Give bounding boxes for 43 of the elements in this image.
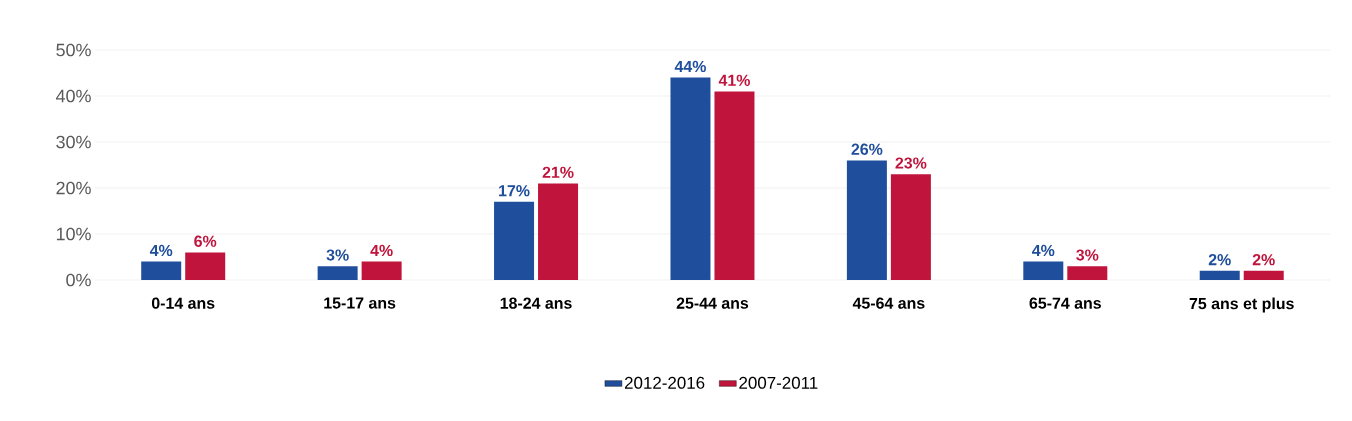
- bar: [1199, 270, 1240, 280]
- bar: [1243, 270, 1284, 280]
- data-label: 2%: [1208, 254, 1231, 266]
- data-label: 21%: [542, 166, 574, 178]
- y-tick-label: 10%: [56, 227, 91, 241]
- y-tick-label: 0%: [66, 273, 91, 287]
- legend-label: 2012-2016: [624, 376, 705, 389]
- bar: [185, 252, 226, 280]
- data-label: 4%: [149, 244, 173, 257]
- data-label: 23%: [895, 157, 927, 169]
- y-tick-label: 50%: [56, 43, 91, 57]
- bar: [361, 261, 402, 280]
- x-tick-label: 0-14 ans: [151, 297, 215, 309]
- data-label: 17%: [499, 185, 530, 197]
- x-tick-label: 18-24 ans: [500, 297, 572, 309]
- bar: [538, 183, 579, 280]
- bar: [714, 91, 755, 280]
- data-label: 2%: [1252, 254, 1275, 266]
- bar: [1023, 261, 1064, 280]
- data-label: 6%: [194, 235, 217, 247]
- bar: [141, 261, 182, 280]
- data-label: 41%: [718, 74, 750, 86]
- bar: [317, 266, 358, 280]
- x-tick-label: 45-64 ans: [852, 297, 925, 309]
- data-label: 26%: [851, 143, 883, 155]
- bar: [846, 160, 887, 280]
- y-tick-label: 20%: [56, 181, 91, 195]
- y-tick-label: 30%: [56, 135, 91, 149]
- x-tick-label: 25-44 ans: [676, 297, 749, 309]
- data-label: 3%: [1076, 249, 1099, 261]
- x-tick-label: 75 ans et plus: [1189, 297, 1294, 313]
- x-tick-label: 65-74 ans: [1029, 297, 1101, 309]
- bar: [670, 77, 711, 280]
- data-label: 4%: [370, 244, 393, 257]
- bar: [494, 201, 535, 280]
- data-label: 4%: [1032, 244, 1055, 257]
- bar: [1067, 266, 1108, 280]
- data-label: 3%: [326, 249, 349, 261]
- y-tick-label: 40%: [56, 89, 91, 103]
- legend-label: 2007-2011: [739, 376, 818, 389]
- bar: [890, 174, 931, 280]
- x-tick-label: 15-17 ans: [324, 297, 396, 309]
- data-label: 44%: [674, 60, 706, 73]
